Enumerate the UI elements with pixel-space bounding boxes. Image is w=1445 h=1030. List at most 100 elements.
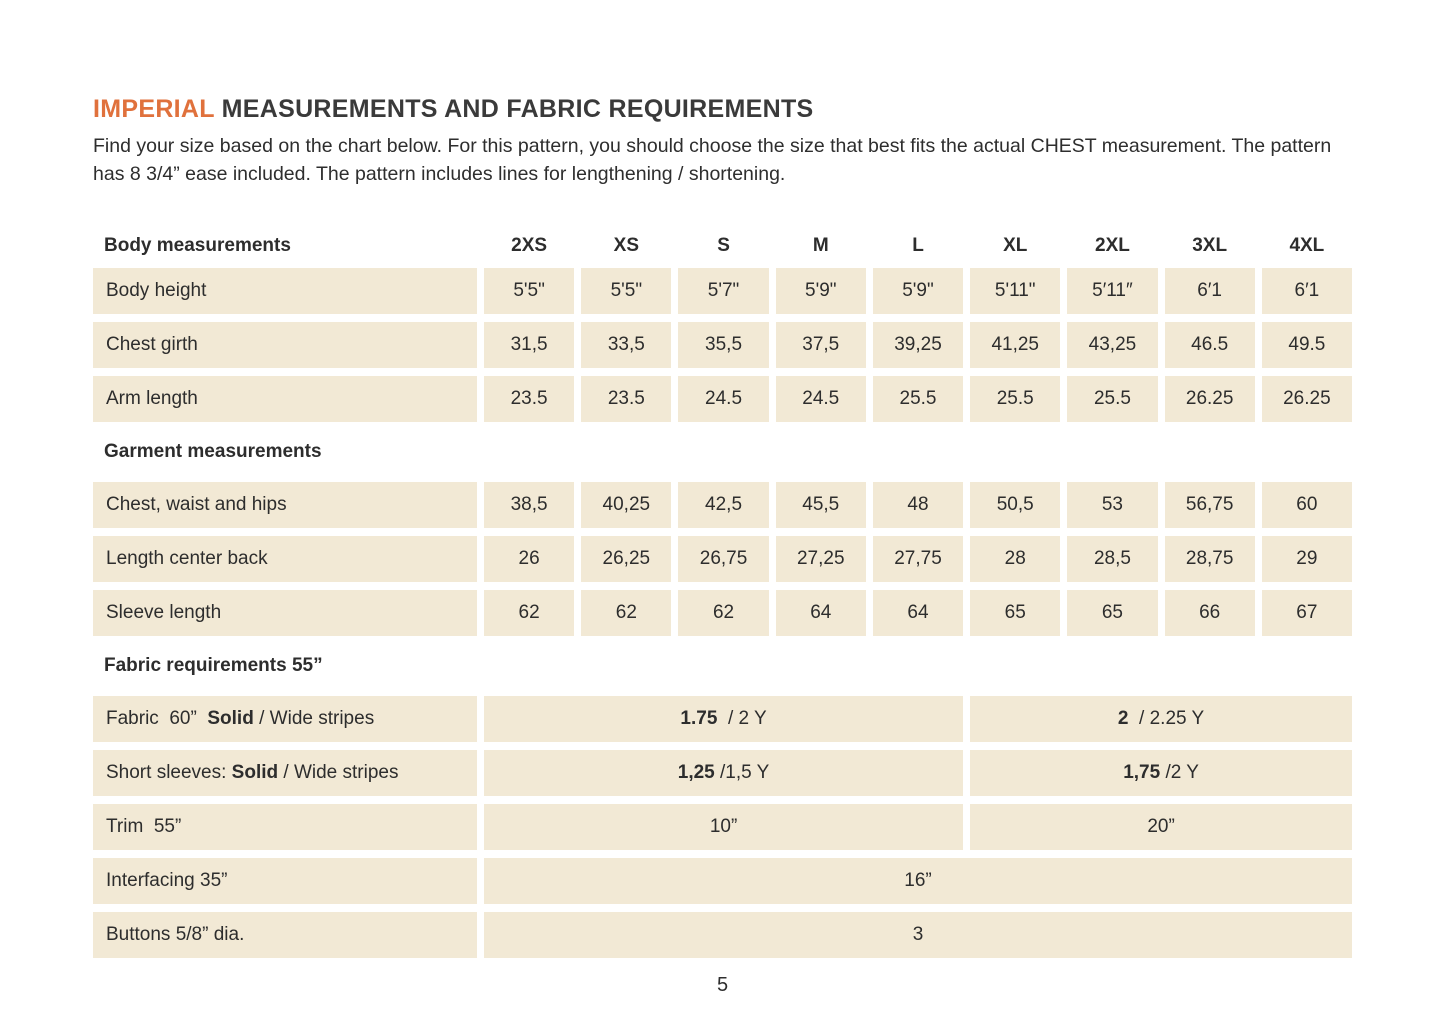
measurement-cell: 33,5 — [581, 322, 672, 368]
measurement-cell: 5'11" — [970, 268, 1061, 314]
value-bold: 1,75 — [1123, 762, 1161, 783]
measurement-cell: 43,25 — [1067, 322, 1158, 368]
measurement-cell: 25.5 — [1067, 376, 1158, 422]
size-col-header-xs: XS — [613, 235, 639, 256]
measurement-cell: 26,25 — [581, 536, 672, 582]
measurement-cell: 65 — [970, 590, 1061, 636]
label-bold-text: Solid — [231, 762, 279, 783]
value-rest: / 2 Y — [717, 708, 767, 729]
row-label-chest-girth: Chest girth — [93, 322, 477, 368]
measurement-cell: 66 — [1164, 590, 1255, 636]
measurement-cell: 40,25 — [581, 482, 672, 528]
measurement-cell: 25.5 — [872, 376, 964, 422]
measurement-cell: 65 — [1067, 590, 1158, 636]
measurement-cell: 62 — [581, 590, 672, 636]
size-col-header-xl: XL — [1003, 235, 1028, 256]
value-rest: 20” — [1147, 816, 1175, 837]
row-label-chest-waist-hips: Chest, waist and hips — [93, 482, 477, 528]
measurement-cell: 26 — [484, 536, 575, 582]
measurement-cell: 5'9" — [775, 268, 866, 314]
size-col-header-3xl: 3XL — [1192, 235, 1228, 256]
measurement-cell: 29 — [1261, 536, 1352, 582]
measurement-cell: 49.5 — [1261, 322, 1352, 368]
measurement-cell: 23.5 — [484, 376, 575, 422]
fabric-value-right: 2 / 2.25 Y — [970, 696, 1352, 742]
size-table: Body measurements 2XS XS S M L XL 2XL 3X… — [93, 230, 1352, 958]
measurement-cell: 27,75 — [872, 536, 964, 582]
page-title: IMPERIAL MEASUREMENTS AND FABRIC REQUIRE… — [93, 95, 1352, 124]
measurement-cell: 5′11″ — [1067, 268, 1158, 314]
measurement-cell: 53 — [1067, 482, 1158, 528]
row-label-sleeve-length: Sleeve length — [93, 590, 477, 636]
label-text: Fabric 60” — [106, 708, 208, 729]
body-measurements-header: Body measurements — [104, 235, 291, 256]
measurement-cell: 38,5 — [484, 482, 575, 528]
measurement-cell: 48 — [872, 482, 964, 528]
row-label-buttons: Buttons 5/8” dia. — [93, 912, 477, 958]
measurement-cell: 45,5 — [775, 482, 866, 528]
measurement-cell: 25.5 — [970, 376, 1061, 422]
size-col-header-2xl: 2XL — [1095, 235, 1130, 256]
measurement-cell: 5'5" — [484, 268, 575, 314]
measurement-cell: 5'5" — [581, 268, 672, 314]
trim-value-right: 20” — [970, 804, 1352, 850]
measurement-cell: 26.25 — [1164, 376, 1255, 422]
label-bold-text: Solid — [207, 708, 254, 729]
intro-text: Find your size based on the chart below.… — [93, 135, 1332, 185]
measurement-cell: 28 — [970, 536, 1061, 582]
row-label-arm-length: Arm length — [93, 376, 477, 422]
measurement-cell: 41,25 — [970, 322, 1061, 368]
measurement-cell: 6′1 — [1164, 268, 1255, 314]
value-bold: 2 — [1117, 708, 1129, 729]
interfacing-value: 16” — [484, 858, 1352, 904]
size-col-header-l: L — [912, 235, 924, 256]
measurement-cell: 28,75 — [1164, 536, 1255, 582]
short-sleeves-value-right: 1,75 /2 Y — [970, 750, 1352, 796]
measurement-cell: 67 — [1261, 590, 1352, 636]
value-rest: /1,5 Y — [714, 762, 770, 783]
title-rest: MEASUREMENTS AND FABRIC REQUIREMENTS — [214, 95, 814, 123]
label-text: / Wide stripes — [278, 762, 399, 783]
label-text: / Wide stripes — [253, 708, 375, 729]
title-accent: IMPERIAL — [93, 95, 215, 123]
measurement-cell: 5'9" — [872, 268, 964, 314]
size-col-header-2xs: 2XS — [511, 235, 548, 256]
measurement-cell: 60 — [1261, 482, 1352, 528]
measurement-cell: 37,5 — [775, 322, 866, 368]
measurement-cell: 31,5 — [484, 322, 575, 368]
buttons-value: 3 — [484, 912, 1352, 958]
measurement-cell: 64 — [872, 590, 964, 636]
measurement-cell: 6′1 — [1261, 268, 1352, 314]
row-label-body-height: Body height — [93, 268, 477, 314]
measurement-cell: 26,75 — [678, 536, 769, 582]
size-col-header-s: S — [717, 235, 730, 256]
measurement-cell: 64 — [775, 590, 866, 636]
value-bold: 1.75 — [680, 708, 718, 729]
short-sleeves-value-left: 1,25 /1,5 Y — [484, 750, 964, 796]
measurement-cell: 56,75 — [1164, 482, 1255, 528]
label-text: Short sleeves: — [106, 762, 232, 783]
measurement-cell: 62 — [484, 590, 575, 636]
row-label-trim: Trim 55” — [93, 804, 477, 850]
measurement-cell: 24.5 — [678, 376, 769, 422]
measurement-cell: 28,5 — [1067, 536, 1158, 582]
measurement-cell: 50,5 — [970, 482, 1061, 528]
measurement-cell: 35,5 — [678, 322, 769, 368]
row-label-interfacing: Interfacing 35” — [93, 858, 477, 904]
measurement-cell: 46.5 — [1164, 322, 1255, 368]
value-rest: / 2.25 Y — [1128, 708, 1205, 729]
fabric-value-left: 1.75 / 2 Y — [484, 696, 964, 742]
row-label-short-sleeves: Short sleeves: Solid / Wide stripes — [93, 750, 477, 796]
measurement-cell: 5'7" — [678, 268, 769, 314]
garment-measurements-header: Garment measurements — [104, 441, 322, 462]
measurement-cell: 23.5 — [581, 376, 672, 422]
document-page: IMPERIAL MEASUREMENTS AND FABRIC REQUIRE… — [93, 95, 1352, 996]
value-rest: 10” — [709, 816, 738, 837]
fabric-requirements-header: Fabric requirements 55” — [104, 655, 323, 676]
row-label-fabric-60: Fabric 60” Solid / Wide stripes — [93, 696, 477, 742]
size-col-header-m: M — [812, 235, 829, 256]
measurement-cell: 27,25 — [775, 536, 866, 582]
measurement-cell: 39,25 — [872, 322, 964, 368]
measurement-cell: 62 — [678, 590, 769, 636]
measurement-cell: 24.5 — [775, 376, 866, 422]
